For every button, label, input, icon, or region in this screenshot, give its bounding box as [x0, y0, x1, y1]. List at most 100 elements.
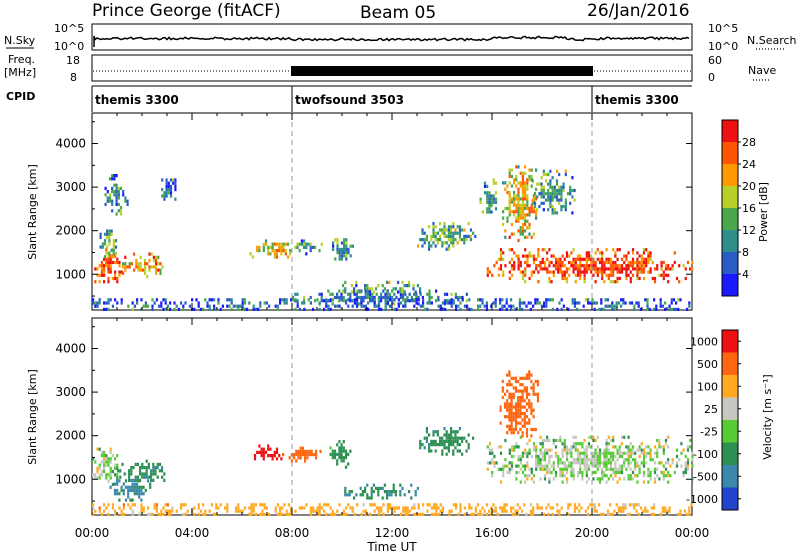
power-echo-cell [538, 192, 541, 196]
velocity-echo-cell [620, 509, 623, 513]
power-echo-cell [103, 273, 106, 277]
power-echo-cell [607, 260, 610, 265]
power-echo-cell [461, 238, 464, 242]
power-echo-cell [540, 185, 543, 189]
power-echo-cell [355, 289, 358, 293]
velocity-echo-cell [618, 451, 621, 455]
velocity-echo-cell [116, 488, 119, 493]
power-colorbar-tick-label: 16 [742, 202, 756, 215]
velocity-echo-cell [417, 506, 420, 510]
power-echo-cell [133, 252, 136, 256]
power-echo-cell [519, 260, 522, 265]
power-echo-cell [174, 184, 177, 188]
velocity-echo-cell [138, 479, 141, 483]
velocity-echo-cell [425, 439, 428, 443]
power-echo-cell [107, 267, 110, 271]
velocity-echo-cell [142, 485, 145, 489]
power-echo-cell [417, 244, 420, 248]
velocity-echo-cell [523, 389, 526, 393]
velocity-echo-cell [312, 453, 315, 457]
power-echo-cell [672, 307, 675, 311]
velocity-echo-cell [425, 427, 428, 431]
power-echo-cell [447, 238, 450, 242]
power-echo-cell [103, 267, 106, 271]
velocity-echo-cell [636, 464, 639, 468]
velocity-echo-cell [623, 435, 626, 439]
power-echo-cell [609, 270, 613, 274]
velocity-echo-cell [515, 442, 518, 446]
velocity-echo-cell [147, 466, 150, 470]
velocity-echo-cell [342, 446, 345, 450]
power-echo-cell [646, 301, 649, 305]
velocity-echo-cell [609, 458, 613, 462]
power-echo-cell [388, 280, 391, 284]
velocity-echo-cell [543, 451, 547, 455]
velocity-echo-cell [532, 512, 535, 516]
velocity-echo-cell [581, 445, 584, 449]
power-echo-cell [571, 176, 574, 180]
power-echo-cell [517, 203, 520, 207]
velocity-echo-cell [581, 461, 584, 465]
velocity-echo-cell [642, 451, 646, 455]
velocity-echo-cell [445, 439, 448, 443]
power-echo-cell [426, 292, 429, 296]
velocity-echo-cell [664, 506, 667, 510]
power-echo-cell [296, 304, 299, 308]
velocity-echo-cell [364, 486, 367, 490]
power-echo-cell [443, 222, 446, 226]
velocity-echo-cell [150, 475, 153, 479]
velocity-echo-cell [629, 477, 632, 481]
power-echo-cell [530, 206, 533, 211]
power-echo-cell [114, 276, 117, 281]
power-echo-cell [662, 270, 665, 274]
power-echo-cell [486, 207, 489, 211]
velocity-echo-cell [290, 509, 293, 513]
velocity-echo-cell [664, 474, 668, 478]
power-echo-cell [631, 257, 635, 261]
power-echo-cell [105, 301, 108, 305]
power-echo-cell [598, 270, 602, 274]
velocity-echo-cell [535, 448, 538, 452]
power-echo-cell [439, 234, 442, 238]
velocity-echo-cell [279, 506, 282, 510]
velocity-echo-cell [629, 474, 632, 478]
velocity-echo-cell [411, 506, 414, 510]
power-echo-cell [152, 265, 155, 269]
power-echo-cell [625, 267, 628, 271]
velocity-echo-cell [250, 509, 253, 513]
velocity-echo-cell [470, 506, 473, 510]
power-echo-cell [600, 301, 603, 305]
velocity-echo-cell [528, 421, 531, 425]
velocity-echo-cell [524, 480, 527, 484]
power-echo-cell [622, 301, 625, 305]
velocity-echo-cell [521, 424, 524, 428]
velocity-echo-cell [432, 433, 435, 437]
power-echo-cell [576, 307, 579, 311]
power-echo-cell [508, 235, 511, 239]
velocity-echo-cell [395, 506, 398, 510]
power-echo-cell [515, 197, 518, 201]
power-echo-cell [432, 231, 435, 235]
velocity-echo-cell [492, 509, 495, 513]
power-echo-cell [499, 254, 503, 258]
power-echo-cell [572, 248, 575, 252]
velocity-colorbar-swatch [722, 487, 738, 510]
velocity-echo-cell [375, 486, 378, 490]
velocity-echo-cell [543, 512, 546, 516]
power-echo-cell [303, 295, 306, 300]
velocity-echo-cell [378, 512, 381, 516]
velocity-echo-cell [561, 442, 564, 446]
power-echo-cell [668, 307, 671, 311]
power-echo-cell [213, 307, 216, 311]
power-echo-cell [463, 238, 466, 242]
power-echo-cell [627, 264, 630, 268]
velocity-echo-cell [573, 503, 576, 507]
velocity-echo-cell [558, 509, 561, 513]
power-echo-cell [107, 301, 110, 305]
power-echo-cell [581, 270, 584, 274]
power-echo-cell [583, 280, 586, 284]
velocity-echo-cell [103, 509, 106, 513]
power-echo-cell [548, 276, 551, 281]
power-echo-cell [659, 301, 662, 305]
